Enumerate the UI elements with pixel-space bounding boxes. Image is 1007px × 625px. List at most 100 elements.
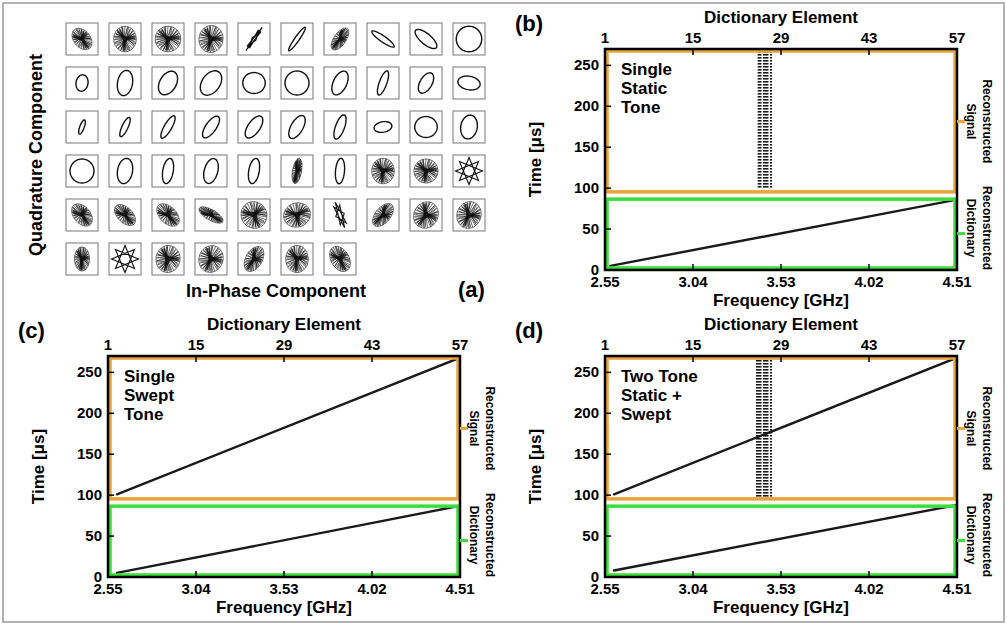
x2-tick — [459, 356, 461, 362]
y-tick-label: 150 — [77, 445, 102, 462]
region-label: ReconstructedSignal — [964, 386, 994, 470]
y-tick-label: 50 — [582, 527, 599, 544]
tone-band — [756, 358, 772, 498]
cell-frame — [238, 23, 270, 55]
y-axis-title: Quadrature Component — [26, 54, 46, 256]
iq-trace — [461, 115, 478, 139]
cell-frame — [195, 199, 227, 231]
iq-trace — [157, 204, 179, 226]
iq-trace — [200, 71, 221, 95]
x-tick-label: 3.53 — [766, 580, 795, 597]
x-tick-label: 4.02 — [357, 580, 386, 597]
cell-frame — [367, 155, 399, 187]
cell-frame — [195, 67, 227, 99]
region-label: ReconstructedDictionary — [964, 493, 994, 577]
iq-trace — [457, 202, 481, 229]
cell-frame — [66, 23, 98, 55]
iq-trace — [70, 159, 94, 183]
iq-trace — [243, 73, 266, 94]
x-tick — [604, 571, 606, 577]
x-tick — [692, 264, 694, 270]
annotation: Single — [621, 60, 672, 79]
trace-line — [117, 506, 460, 573]
x2-tick — [604, 356, 606, 362]
region-marker — [957, 539, 965, 542]
y-tick-label: 50 — [85, 527, 102, 544]
x2-tick — [107, 356, 109, 362]
y-tick — [605, 494, 611, 496]
y-tick — [108, 494, 114, 496]
x2-axis-title: Dictionary Element — [704, 315, 858, 334]
cell-frame — [453, 111, 485, 143]
cell-frame — [152, 23, 184, 55]
x-tick-label: 4.51 — [942, 273, 971, 290]
region-label-line: Dictionary — [467, 506, 481, 565]
iq-trace — [158, 71, 177, 95]
iq-trace — [199, 246, 223, 273]
region-label-text: ReconstructedSignal — [964, 386, 994, 470]
region-label-line: Dictionary — [964, 199, 978, 258]
region-label-line: Reconstructed — [980, 186, 994, 270]
iq-trace — [156, 246, 180, 273]
region-marker — [957, 120, 965, 123]
iq-trace — [334, 115, 346, 139]
iq-trace — [115, 205, 136, 226]
region-box — [607, 199, 955, 268]
x-axis-title: In-Phase Component — [186, 281, 366, 301]
y-tick — [108, 453, 114, 455]
region-label-text: ReconstructedDictionary — [467, 493, 497, 577]
region-label: ReconstructedDictionary — [964, 186, 994, 270]
iq-grid-panel: Quadrature ComponentIn-Phase Component(a… — [26, 23, 485, 302]
x-axis-title: Frequency [GHz] — [216, 598, 352, 617]
iq-trace — [246, 27, 262, 50]
x2-axis-title: Dictionary Element — [207, 315, 361, 334]
cell-frame — [281, 243, 313, 275]
cell-frame — [66, 243, 98, 275]
iq-trace — [75, 247, 90, 271]
region-label-line: Dictionary — [964, 506, 978, 565]
x2-tick-label: 15 — [685, 29, 702, 46]
x2-tick-label: 43 — [364, 336, 381, 353]
y-tick — [108, 372, 114, 374]
y-tick-label: 100 — [574, 179, 599, 196]
iq-trace — [162, 158, 173, 183]
data-group — [117, 358, 460, 573]
cell-frame — [281, 199, 313, 231]
y-tick — [605, 65, 611, 67]
y-tick-label: 200 — [574, 404, 599, 421]
cell-frame — [152, 155, 184, 187]
trace-line — [117, 358, 460, 495]
x-tick — [780, 571, 782, 577]
iq-trace — [286, 246, 309, 273]
y-tick — [605, 146, 611, 148]
x-tick-label: 4.51 — [445, 580, 474, 597]
iq-trace — [117, 158, 132, 183]
iq-trace — [334, 202, 347, 227]
y-tick-label: 150 — [574, 138, 599, 155]
x2-tick — [371, 356, 373, 362]
iq-trace — [372, 31, 394, 47]
y-tick — [605, 372, 611, 374]
cell-frame — [66, 155, 98, 187]
annotation: Two Tone — [621, 367, 698, 386]
y-tick-label: 250 — [574, 56, 599, 73]
region-label-text: ReconstructedSignal — [467, 386, 497, 470]
cell-frame — [195, 111, 227, 143]
x2-tick — [604, 49, 606, 55]
region-label: ReconstructedSignal — [964, 79, 994, 163]
x2-tick-label: 57 — [949, 336, 966, 353]
iq-trace — [289, 116, 305, 139]
cell-frame — [152, 67, 184, 99]
x2-tick-label: 15 — [188, 336, 205, 353]
x-tick-label: 4.51 — [942, 580, 971, 597]
y-tick — [605, 576, 611, 578]
y-axis-title: Time [μs] — [29, 429, 48, 504]
region-box — [607, 51, 955, 192]
region-marker — [957, 427, 965, 430]
x-tick — [371, 571, 373, 577]
iq-trace — [458, 76, 480, 90]
cell-frame — [453, 155, 485, 187]
y-tick-label: 200 — [574, 97, 599, 114]
iq-trace — [289, 27, 306, 50]
iq-trace — [204, 159, 219, 184]
